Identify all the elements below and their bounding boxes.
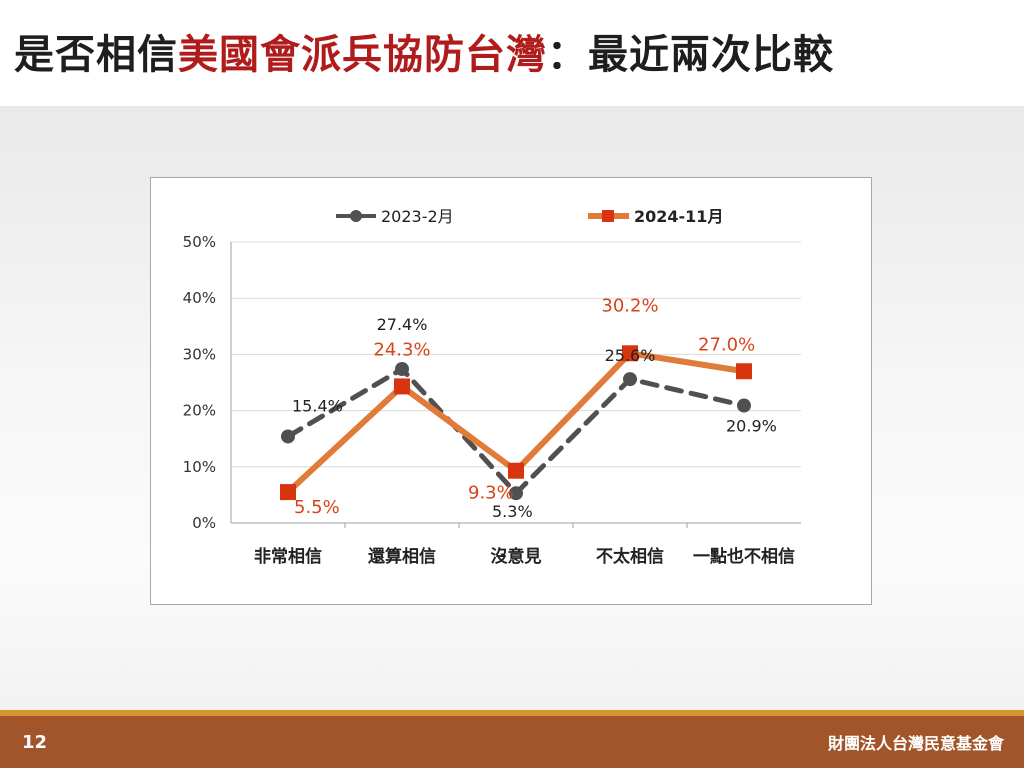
- series-2024-data-label: 9.3%: [468, 483, 514, 504]
- series-2023-point: [281, 429, 295, 444]
- series-2024-data-label: 5.5%: [294, 497, 340, 518]
- series-2023-point: [623, 372, 637, 387]
- legend-2023-swatch-marker: [350, 210, 362, 222]
- slide-title: 是否相信美國會派兵協防台灣：最近兩次比較: [14, 22, 834, 80]
- y-tick-label: 30%: [183, 345, 216, 363]
- x-category-label: 非常相信: [254, 546, 322, 567]
- series-2024-data-label: 30.2%: [601, 295, 658, 316]
- title-highlight: 美國會派兵協防台灣: [178, 32, 547, 78]
- y-tick-label: 20%: [183, 402, 216, 420]
- x-category-label: 還算相信: [368, 546, 436, 567]
- series-2023-data-label: 15.4%: [292, 396, 343, 415]
- footer-accent-line: [0, 710, 1024, 716]
- series-2024-point: [622, 345, 638, 362]
- x-category-label: 一點也不相信: [693, 546, 795, 567]
- footer-bar: 12 財團法人台灣民意基金會: [0, 716, 1024, 768]
- title-post: ：最近兩次比較: [547, 32, 834, 78]
- series-2023-point: [509, 486, 523, 501]
- x-category-label: 沒意見: [491, 546, 542, 567]
- series-2024-point: [508, 462, 524, 479]
- series-2024-point: [736, 363, 752, 380]
- organization-name: 財團法人台灣民意基金會: [827, 734, 1004, 753]
- series-2023-data-label: 5.3%: [492, 502, 533, 521]
- series-2023-point: [395, 362, 409, 377]
- legend-2023-label: 2023-2月: [381, 207, 454, 226]
- series-2024-data-label: 27.0%: [698, 334, 755, 355]
- x-category-label: 不太相信: [596, 546, 664, 567]
- series-2023-data-label: 25.6%: [605, 346, 656, 365]
- title-pre: 是否相信: [14, 32, 178, 78]
- y-tick-label: 50%: [183, 233, 216, 251]
- y-tick-label: 10%: [183, 458, 216, 476]
- series-2024-point: [280, 484, 296, 501]
- y-tick-label: 0%: [192, 514, 216, 532]
- series-2023-data-label: 27.4%: [377, 315, 428, 334]
- series-2023-data-label: 20.9%: [726, 417, 777, 436]
- series-2024-point: [394, 378, 410, 395]
- legend-2024-swatch-marker: [602, 210, 614, 222]
- line-chart: 0% 10% 20% 30% 40% 50% 非常相信 還算相信 沒意見 不太相信 一點也不相信 15…: [183, 207, 801, 567]
- chart-frame: 0% 10% 20% 30% 40% 50% 非常相信 還算相信 沒意見 不太相信 一點也不相信 15…: [150, 177, 872, 605]
- legend-2024-label: 2024-11月: [634, 207, 723, 226]
- series-2023-point: [737, 398, 751, 413]
- page-number: 12: [22, 732, 48, 753]
- series-2024-data-label: 24.3%: [373, 339, 430, 360]
- y-tick-label: 40%: [183, 289, 216, 307]
